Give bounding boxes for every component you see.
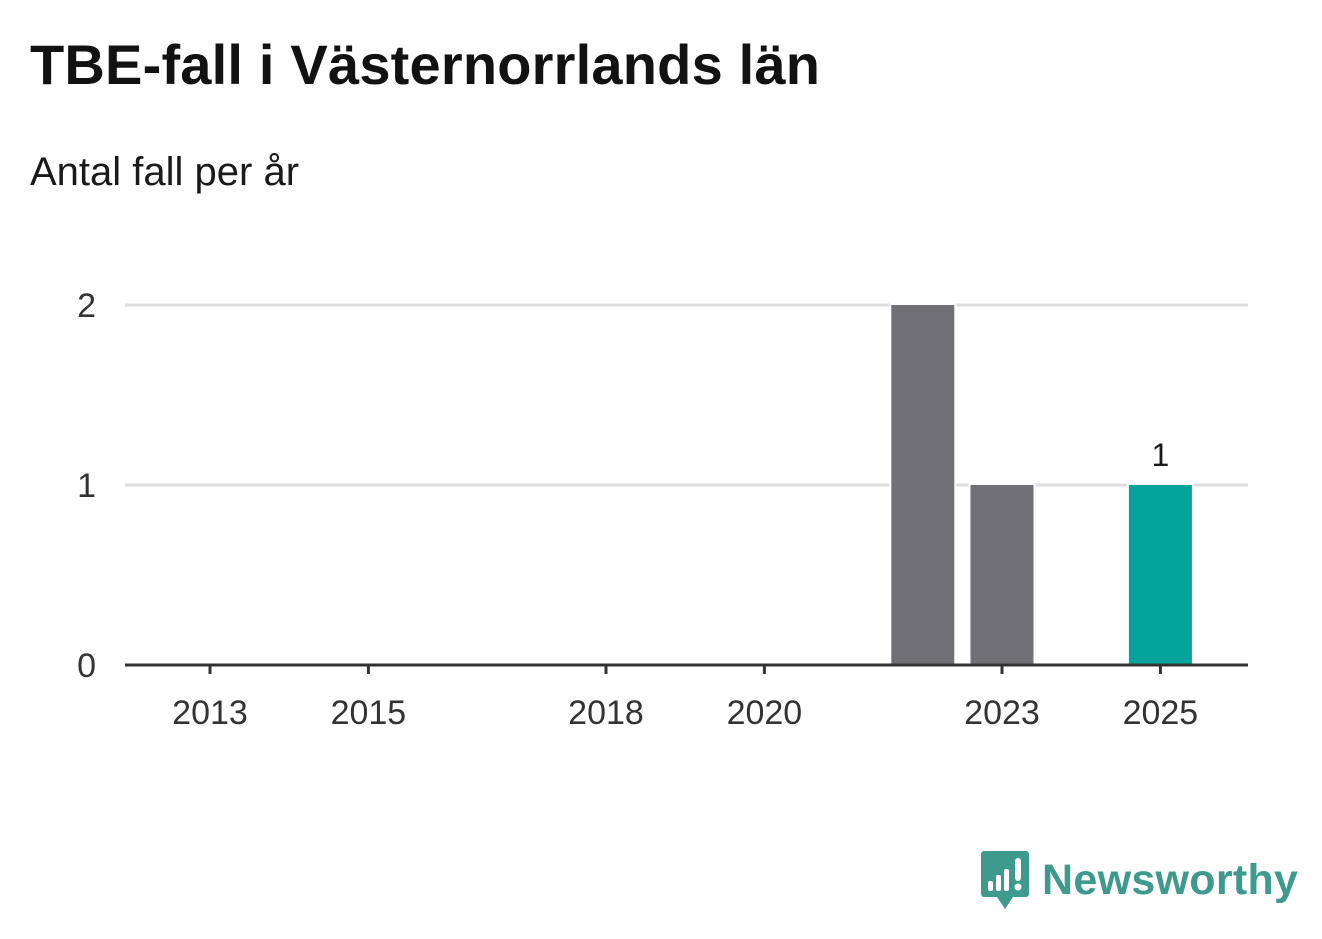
y-tick-label: 2	[77, 287, 96, 325]
x-axis	[125, 663, 1248, 674]
brand-name: Newsworthy	[1042, 855, 1299, 904]
x-tick-label: 2023	[964, 694, 1040, 732]
gridlines	[125, 303, 1248, 487]
x-tick-label: 2015	[331, 694, 407, 732]
data-label-2025: 1	[1152, 437, 1170, 473]
x-tick-label: 2025	[1123, 694, 1199, 732]
newsworthy-logo: Newsworthy	[980, 848, 1298, 912]
bars	[889, 303, 1194, 667]
x-tick-label: 2013	[172, 694, 248, 732]
x-tick-label: 2020	[727, 694, 803, 732]
bar-2022	[889, 303, 957, 667]
chart-subtitle: Antal fall per år	[30, 150, 300, 194]
y-tick-label: 0	[77, 647, 96, 685]
x-tick-label: 2018	[568, 694, 644, 732]
bar-2023	[968, 483, 1036, 667]
bar-2025	[1126, 483, 1194, 667]
chart-title: TBE-fall i Västernorrlands län	[30, 33, 821, 96]
labels: 0 1 2 2013 2015 2018 2020 2023 2025 1	[77, 287, 1198, 732]
bar-chart-speech-bubble-icon	[981, 851, 1029, 909]
y-tick-label: 1	[77, 467, 96, 505]
